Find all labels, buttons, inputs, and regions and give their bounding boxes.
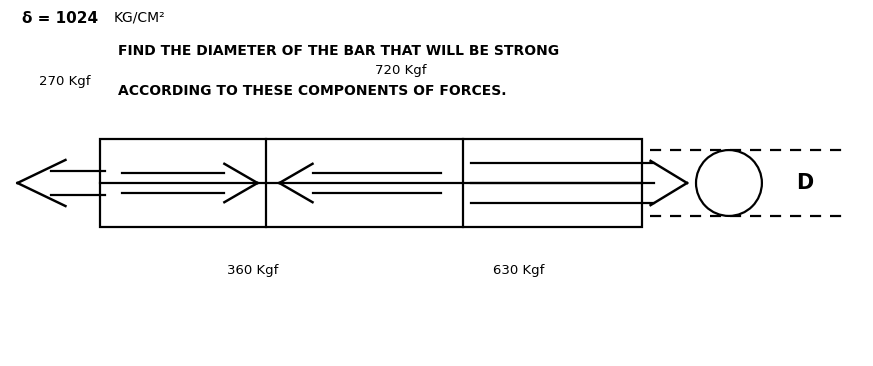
Ellipse shape [696,150,762,216]
Bar [100,139,642,227]
Text: 630 Kgf: 630 Kgf [493,264,545,277]
Text: 720 Kgf: 720 Kgf [375,64,427,77]
Text: 360 Kgf: 360 Kgf [227,264,278,277]
Text: ACCORDING TO THESE COMPONENTS OF FORCES.: ACCORDING TO THESE COMPONENTS OF FORCES. [118,84,506,98]
Text: FIND THE DIAMETER OF THE BAR THAT WILL BE STRONG: FIND THE DIAMETER OF THE BAR THAT WILL B… [118,44,559,58]
Text: 270 Kgf: 270 Kgf [39,75,91,88]
Text: KG/CM²: KG/CM² [113,11,165,25]
Text: D: D [796,173,814,193]
Text: δ = 1024: δ = 1024 [22,11,98,26]
